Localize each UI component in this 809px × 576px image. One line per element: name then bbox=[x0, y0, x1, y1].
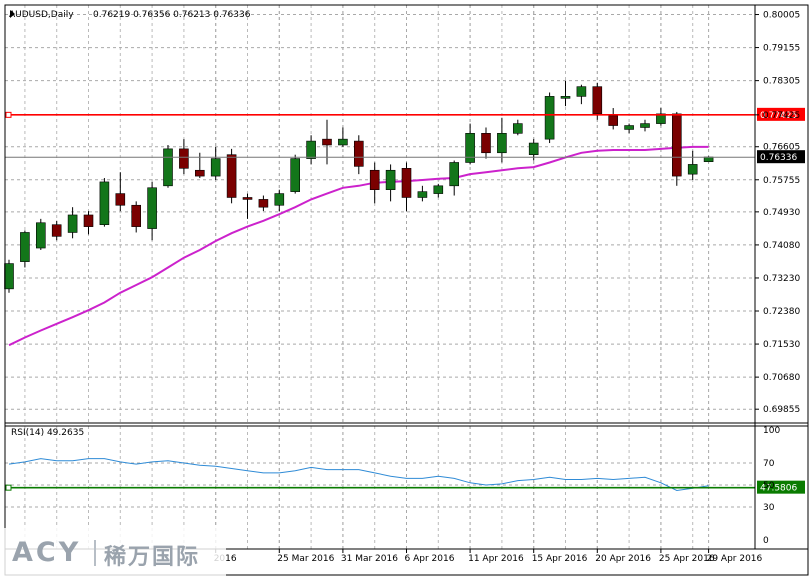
current-price-label: 0.76336 bbox=[760, 153, 797, 163]
rsi-tick-label: 30 bbox=[763, 503, 775, 513]
price-tick-label: 0.76605 bbox=[763, 143, 800, 153]
price-tick-label: 0.69855 bbox=[763, 405, 800, 415]
date-label: 25 Mar 2016 bbox=[277, 554, 334, 564]
candle-body bbox=[131, 204, 141, 227]
candle-body bbox=[592, 86, 603, 115]
candle-body bbox=[433, 185, 444, 194]
rsi-tick-label: 100 bbox=[763, 426, 780, 436]
date-label: 25 Apr 2016 bbox=[659, 554, 715, 564]
candle-body bbox=[322, 138, 332, 146]
price-tick-label: 0.73230 bbox=[763, 274, 800, 284]
candle-body bbox=[369, 169, 380, 190]
candle-body bbox=[338, 138, 348, 146]
chart-frame bbox=[4, 4, 809, 576]
candle-body bbox=[51, 224, 62, 237]
price-tick-label: 0.80005 bbox=[763, 11, 800, 21]
price-tick-label: 0.70680 bbox=[763, 373, 800, 383]
date-label: 20 Apr 2016 bbox=[595, 554, 651, 564]
rsi-level-label: 47.5806 bbox=[760, 484, 797, 494]
price-levels: 0.77425 0.76336 bbox=[5, 107, 805, 164]
candlesticks bbox=[4, 80, 714, 293]
candle-body bbox=[656, 113, 666, 124]
price-tick-label: 0.78305 bbox=[763, 77, 800, 87]
rsi-tick-label: 70 bbox=[763, 459, 775, 469]
resistance-badge bbox=[757, 107, 805, 121]
date-label: 6 Apr 2016 bbox=[405, 554, 455, 564]
axes: 0.80005 0.79155 0.78305 0.77425 0.76605 0.757… bbox=[4, 4, 809, 576]
candle-body bbox=[274, 193, 285, 206]
candle-body bbox=[449, 162, 460, 187]
candle-body bbox=[20, 232, 30, 262]
price-tick-label: 0.79155 bbox=[763, 44, 800, 54]
price-tick-label: 0.74930 bbox=[763, 208, 800, 218]
candle-body bbox=[242, 197, 253, 200]
candle-body bbox=[401, 168, 412, 198]
candle-body bbox=[115, 193, 126, 206]
date-label: 11 Apr 2016 bbox=[468, 554, 524, 564]
rsi-level-badge bbox=[757, 480, 805, 494]
grid-lines bbox=[5, 5, 755, 549]
moving-average-line bbox=[8, 145, 709, 347]
candle-body bbox=[83, 214, 94, 227]
candle-body bbox=[671, 113, 682, 177]
candle-body bbox=[226, 154, 237, 198]
rsi-tick-label: 0 bbox=[763, 536, 769, 546]
candle-body bbox=[576, 86, 587, 97]
candle-body bbox=[353, 140, 364, 167]
price-tick-label: 0.75755 bbox=[763, 176, 800, 186]
candle-body bbox=[624, 125, 634, 130]
candle-body bbox=[687, 164, 698, 175]
price-tick-label: 0.72380 bbox=[763, 307, 800, 317]
rsi-tick-label: 50 bbox=[763, 481, 775, 491]
candle-body bbox=[544, 96, 555, 140]
candle-body bbox=[67, 214, 78, 233]
chart-title: AUDUSD,Daily bbox=[9, 10, 74, 20]
watermark-logo bbox=[0, 528, 226, 576]
resistance-label: 0.77425 bbox=[760, 111, 797, 121]
candle-body bbox=[4, 263, 14, 290]
candle-body bbox=[290, 158, 301, 192]
rsi-level-handle bbox=[5, 484, 12, 491]
ma-series-line bbox=[8, 145, 709, 347]
ohlc-values: 0.76219 0.76356 0.76213 0.76336 bbox=[93, 10, 251, 20]
candle-body bbox=[385, 169, 396, 190]
watermark-brand: ACY bbox=[12, 537, 82, 568]
candle-body bbox=[497, 133, 507, 154]
candle-body bbox=[195, 169, 205, 177]
date-label: 29 Apr 2016 bbox=[707, 554, 763, 564]
rsi-series-line bbox=[8, 458, 709, 492]
price-tick-label: 0.74080 bbox=[763, 241, 800, 251]
watermark-chinese: 稀万国际 bbox=[104, 545, 201, 570]
candle-body bbox=[640, 123, 650, 128]
watermark-divider bbox=[94, 540, 96, 566]
candle-body bbox=[306, 140, 316, 159]
candle-body bbox=[465, 133, 475, 163]
title-arrow-icon bbox=[10, 10, 15, 18]
candle-body bbox=[417, 191, 428, 198]
candle-body bbox=[481, 133, 491, 154]
date-label: 31 Mar 2016 bbox=[341, 554, 398, 564]
candle-body bbox=[560, 96, 571, 99]
candle-body bbox=[210, 158, 221, 177]
candle-body bbox=[512, 123, 523, 134]
candle-body bbox=[147, 187, 157, 229]
candle-body bbox=[163, 148, 173, 187]
current-price-badge bbox=[757, 150, 805, 164]
price-tick-label: 0.71530 bbox=[763, 340, 800, 350]
resistance-handle bbox=[5, 111, 12, 118]
candle-body bbox=[258, 199, 269, 208]
price-tick-label: 0.77425 bbox=[763, 111, 800, 121]
candle-body bbox=[608, 115, 619, 126]
candle-body bbox=[703, 156, 714, 163]
rsi-panel: 47.5806 bbox=[5, 458, 805, 508]
rsi-title: RSI(14) 49.2635 bbox=[11, 428, 84, 438]
date-label: 15 Apr 2016 bbox=[532, 554, 588, 564]
candle-body bbox=[528, 142, 539, 156]
candle-body bbox=[35, 222, 46, 249]
candle-body bbox=[179, 148, 189, 169]
candle-body bbox=[99, 181, 110, 225]
